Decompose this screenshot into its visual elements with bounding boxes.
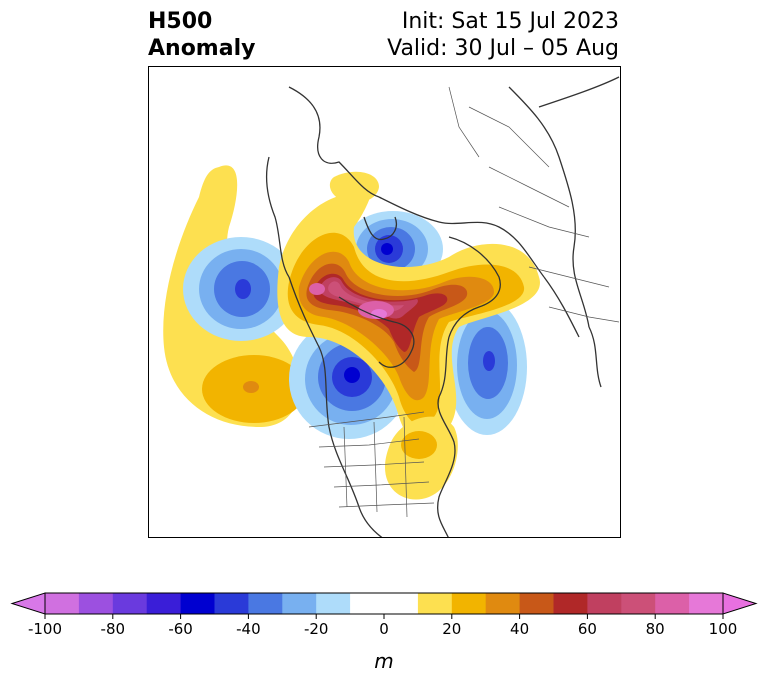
colorbar-bin xyxy=(384,593,419,614)
colorbar: -100 -80 -60 -40 -20 0 20 40 60 80 100 m xyxy=(10,592,758,673)
valid-period: Valid: 30 Jul – 05 Aug xyxy=(387,36,619,61)
colorbar-tick-label: -20 xyxy=(304,620,329,638)
colorbar-unit: m xyxy=(374,649,393,673)
colorbar-bin xyxy=(519,593,554,614)
anomaly-negative-bering xyxy=(183,237,299,341)
init-date: Init: Sat 15 Jul 2023 xyxy=(401,9,619,34)
colorbar-bin xyxy=(417,593,453,614)
map-canvas xyxy=(149,67,620,537)
colorbar-bin xyxy=(45,593,80,614)
anomaly-positive-eastern-us xyxy=(384,416,458,500)
colorbar-bin xyxy=(282,593,317,614)
colorbar-bin xyxy=(180,593,215,614)
colorbar-bin xyxy=(350,593,385,614)
colorbar-bin xyxy=(621,593,656,614)
colorbar-bin xyxy=(316,593,351,614)
colorbar-bin xyxy=(112,593,148,614)
colorbar-extend-min xyxy=(10,592,46,615)
colorbar-bin xyxy=(485,593,521,614)
colorbar-bin xyxy=(587,593,622,614)
colorbar-tick-label: -40 xyxy=(236,620,261,638)
colorbar-bins xyxy=(45,593,724,614)
map-title: H500 Anomaly xyxy=(148,8,255,62)
colorbar-tick-label: 40 xyxy=(510,620,529,638)
anomaly-negative-atlantic xyxy=(447,299,527,435)
colorbar-tick-label: 60 xyxy=(578,620,597,638)
title-field: Anomaly xyxy=(148,36,256,61)
colorbar-tick-label: 80 xyxy=(646,620,665,638)
colorbar-bin xyxy=(689,593,724,614)
colorbar-bin xyxy=(655,593,690,614)
colorbar-bin xyxy=(78,593,114,614)
colorbar-bin xyxy=(451,593,487,614)
title-variable: H500 xyxy=(148,9,213,34)
colorbar-tick-label: 20 xyxy=(442,620,461,638)
colorbar-bin xyxy=(214,593,249,614)
coastlines xyxy=(265,76,620,537)
colorbar-tick-label: -100 xyxy=(28,620,62,638)
anomaly-map xyxy=(148,66,621,538)
colorbar-bin xyxy=(553,593,588,614)
anomaly-positive-arctic xyxy=(277,171,540,450)
colorbar-tick-label: -80 xyxy=(101,620,126,638)
map-dates: Init: Sat 15 Jul 2023 Valid: 30 Jul – 05… xyxy=(387,8,619,62)
colorbar-tick-label: 100 xyxy=(709,620,738,638)
colorbar-bin xyxy=(146,593,182,614)
country-borders xyxy=(308,86,620,518)
colorbar-bin xyxy=(248,593,283,614)
colorbar-tick-label: 0 xyxy=(379,620,389,638)
colorbar-ticks: -100 -80 -60 -40 -20 0 20 40 60 80 100 xyxy=(28,614,737,638)
colorbar-extend-max xyxy=(722,592,758,615)
colorbar-tick-label: -60 xyxy=(168,620,193,638)
